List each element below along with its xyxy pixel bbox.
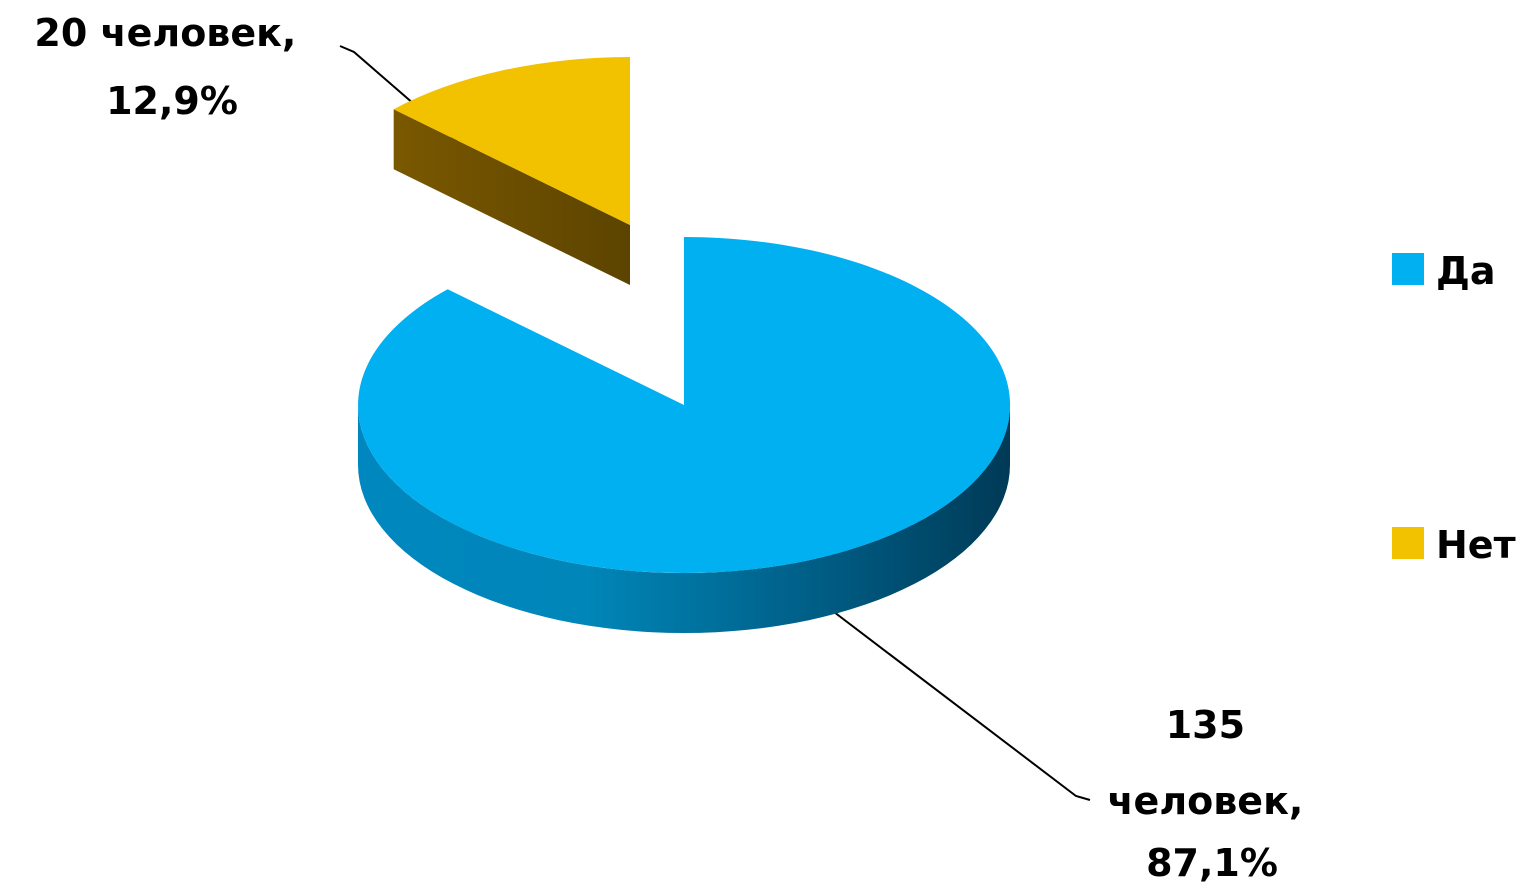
legend: Да Нет	[1392, 249, 1516, 567]
pie-slice-net-side	[393, 109, 630, 285]
data-label-da: 135 человек, 87,1%	[1107, 703, 1316, 885]
data-label-net-line-2: 12,9%	[106, 79, 238, 123]
legend-label-net: Нет	[1436, 523, 1516, 567]
pie-slice-da	[358, 237, 1011, 573]
data-labels: 20 человек, 12,9% 135 человек, 87,1%	[34, 11, 1316, 885]
data-label-da-line-1: 135	[1166, 703, 1245, 747]
pie-slice-net	[393, 57, 630, 225]
pie-slices	[358, 57, 1011, 633]
data-label-net: 20 человек, 12,9%	[34, 11, 309, 123]
data-label-da-line-3: 87,1%	[1146, 841, 1278, 885]
data-label-net-line-1: 20 человек,	[34, 11, 296, 55]
data-label-da-line-2: человек,	[1107, 779, 1303, 823]
leader-line-da	[833, 611, 1091, 801]
legend-label-da: Да	[1436, 249, 1496, 293]
legend-swatch-da	[1392, 253, 1424, 285]
pie-slice-da-side	[358, 405, 1010, 633]
legend-swatch-net	[1392, 527, 1424, 559]
